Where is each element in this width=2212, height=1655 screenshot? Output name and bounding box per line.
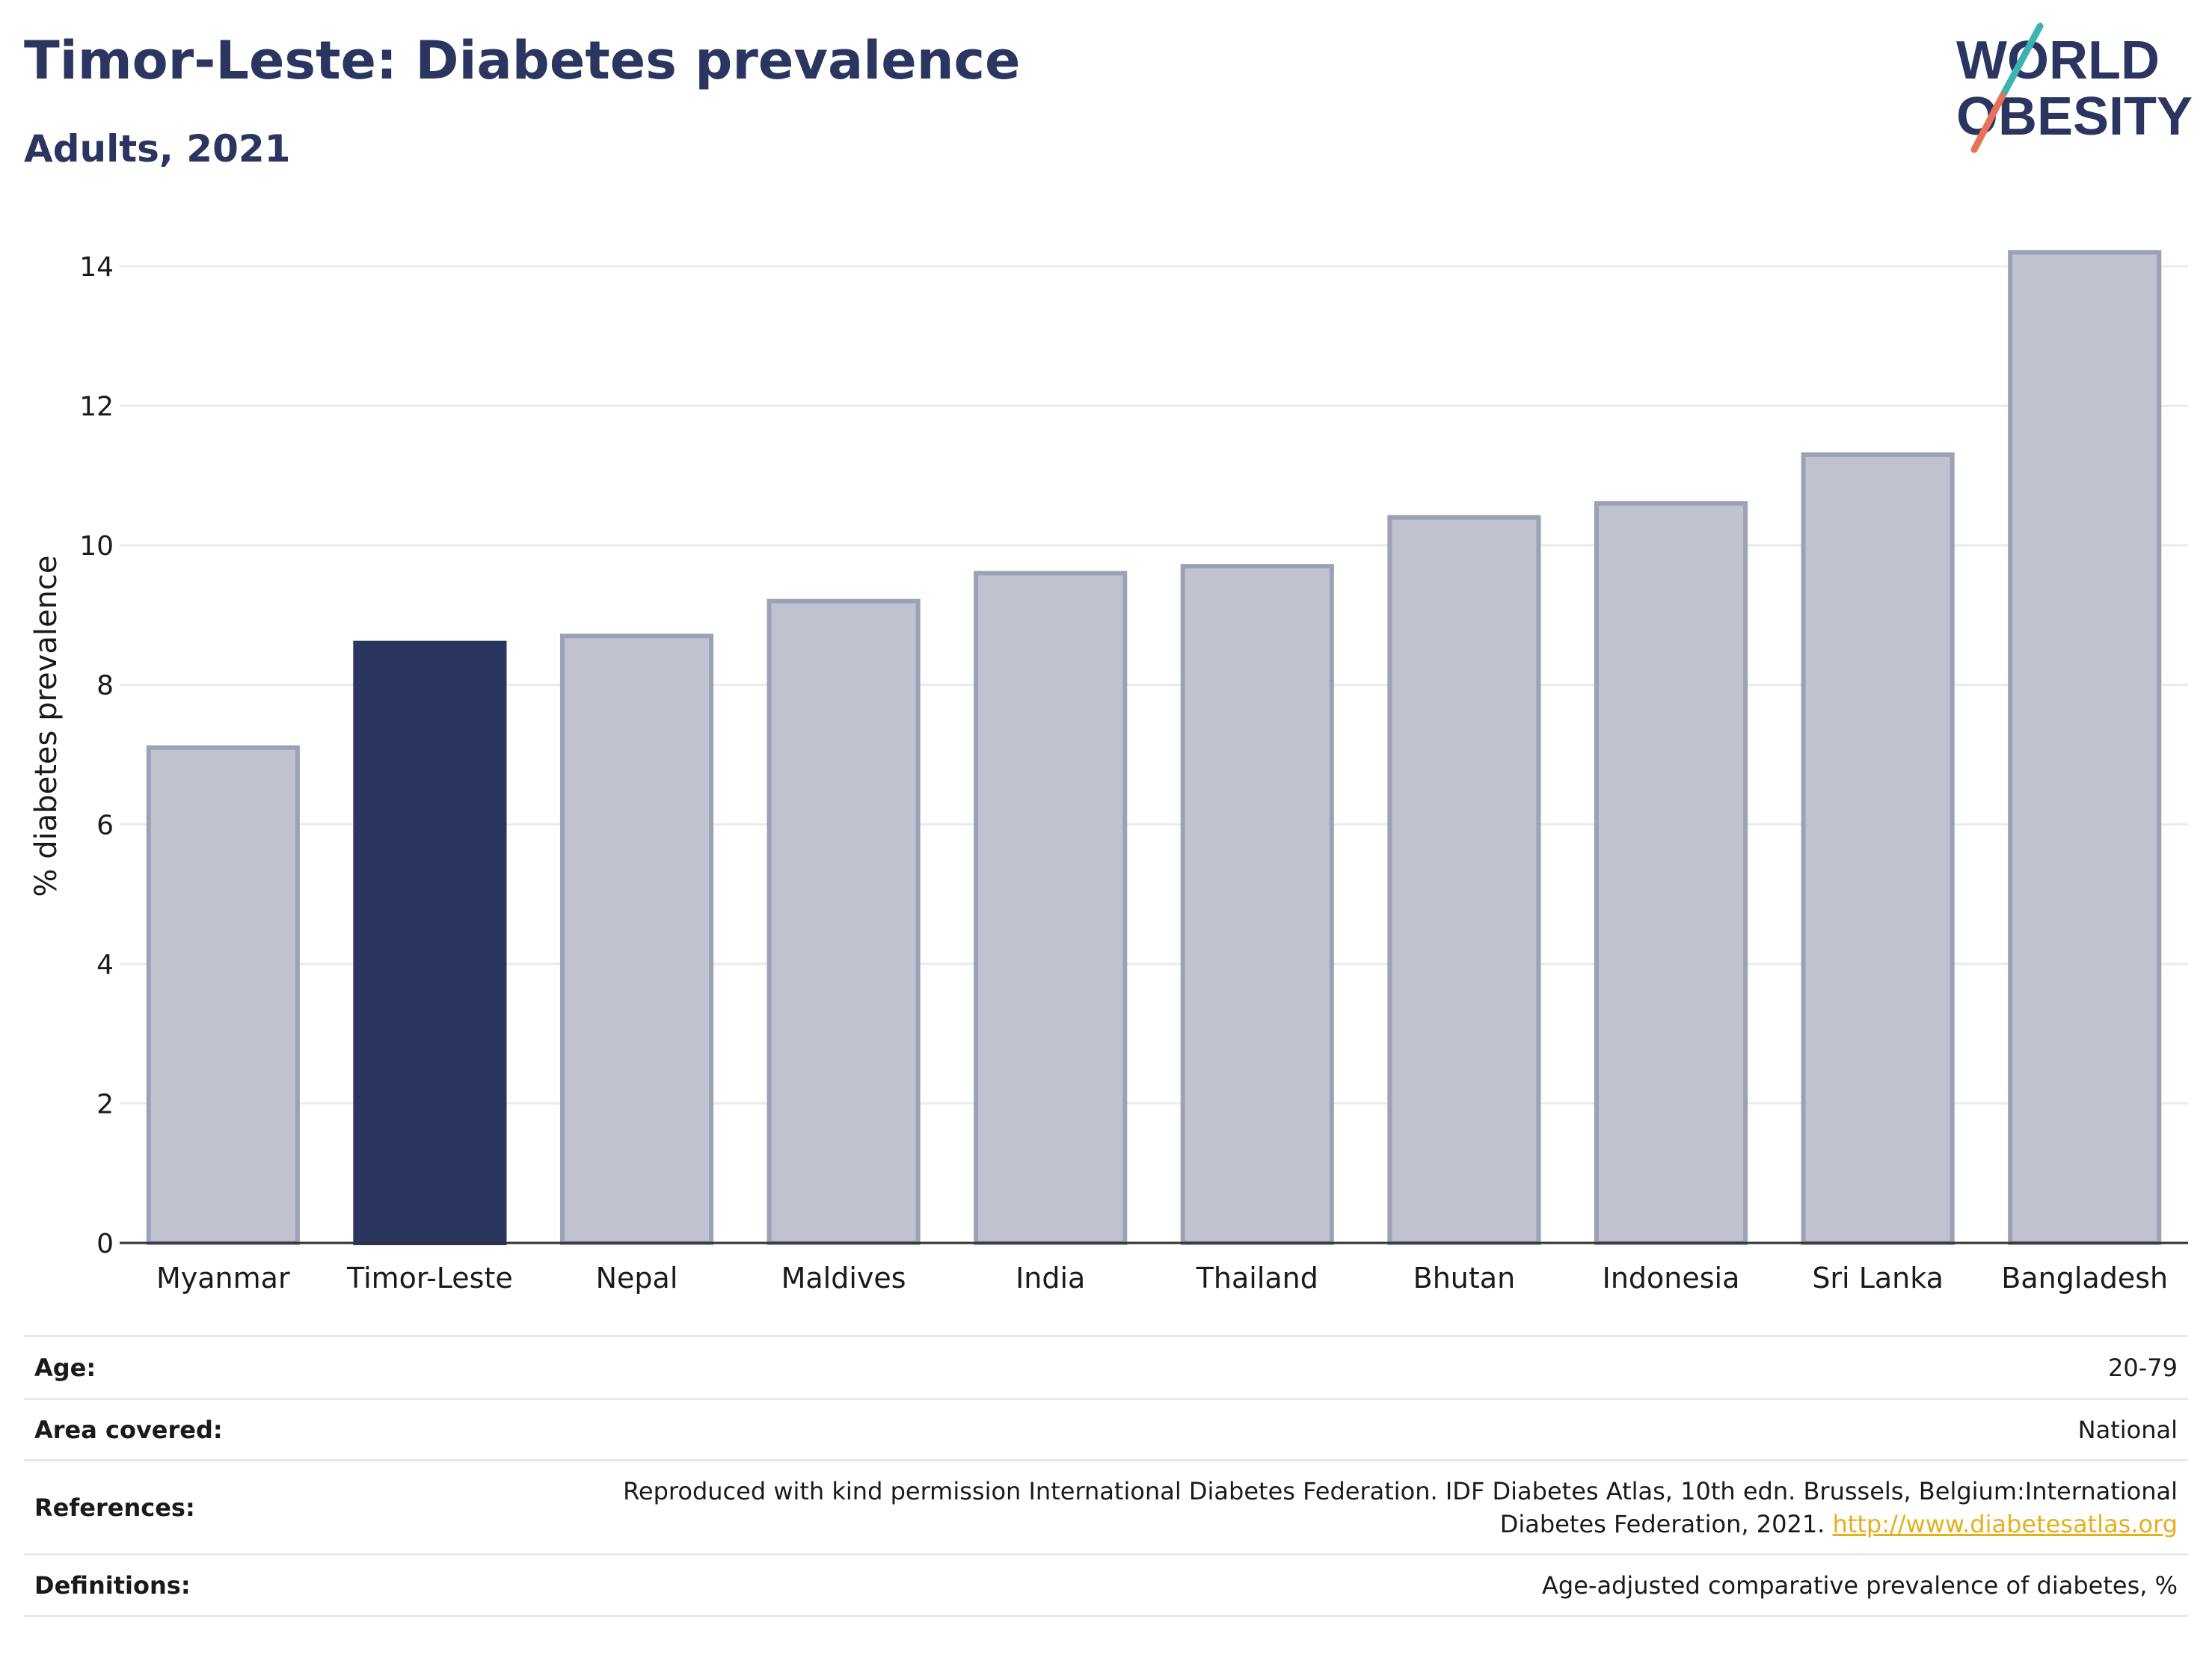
world-obesity-logo: WORLD OBESITY <box>1956 22 2193 153</box>
y-tick-label: 0 <box>96 1229 114 1259</box>
x-tick-label: Indonesia <box>1603 1262 1740 1295</box>
bar-sri-lanka <box>1801 452 1955 1245</box>
info-label: References: <box>24 1459 389 1555</box>
reference-link[interactable]: http://www.diabetesatlas.org <box>1832 1509 2178 1538</box>
x-tick-label: Bhutan <box>1413 1262 1516 1295</box>
bar-myanmar <box>146 745 300 1245</box>
info-label: Area covered: <box>24 1398 389 1461</box>
y-tick-label: 14 <box>79 252 114 283</box>
x-tick-label: India <box>1016 1262 1085 1295</box>
logo-slash-teal <box>1999 22 2044 99</box>
y-tick-labels: 0 2 4 6 8 10 12 14 <box>79 252 114 1259</box>
bar-bhutan <box>1387 515 1541 1245</box>
x-tick-label: Myanmar <box>156 1262 290 1295</box>
chart-title: Timor-Leste: Diabetes prevalence <box>24 30 1021 91</box>
info-value: National <box>389 1398 2188 1461</box>
reference-text-line2: Diabetes Federation, 2021. <box>1499 1509 1833 1538</box>
info-value: 20-79 <box>389 1335 2188 1399</box>
x-tick-label: Sri Lanka <box>1812 1262 1944 1295</box>
y-tick-label: 2 <box>96 1089 114 1120</box>
x-tick-labels: Myanmar Timor-Leste Nepal Maldives India Thai… <box>156 1262 2168 1295</box>
bar-bangladesh <box>2008 250 2162 1245</box>
bars <box>146 250 2162 1245</box>
y-tick-label: 8 <box>96 671 114 701</box>
logo-line2: OBESITY <box>1956 87 2193 147</box>
y-tick-label: 6 <box>96 810 114 841</box>
y-axis-label: % diabetes prevalence <box>29 555 64 897</box>
metadata-table: Age: 20-79 Area covered: National Refere… <box>24 1335 2188 1617</box>
bar-chart: 0 2 4 6 8 10 12 14 Myanmar Timor-Leste Nepal Maldi… <box>29 250 2188 1295</box>
x-tick-label: Timor-Leste <box>346 1262 513 1295</box>
bar-timor-leste <box>353 640 507 1245</box>
x-tick-label: Nepal <box>596 1262 678 1295</box>
bar-indonesia <box>1594 501 1748 1245</box>
bar-nepal <box>559 633 714 1245</box>
info-row-area: Area covered: National <box>24 1398 2188 1461</box>
y-tick-label: 10 <box>79 531 114 562</box>
y-tick-label: 12 <box>79 392 114 423</box>
info-row-references: References: Reproduced with kind permiss… <box>24 1459 2188 1555</box>
y-tick-label: 4 <box>96 950 114 980</box>
info-label: Age: <box>24 1335 389 1399</box>
bar-maldives <box>766 598 921 1245</box>
logo-line1: WORLD <box>1956 31 2160 90</box>
x-tick-label: Maldives <box>781 1262 906 1295</box>
info-row-definitions: Definitions: Age-adjusted comparative pr… <box>24 1553 2188 1617</box>
info-label: Definitions: <box>24 1553 389 1617</box>
reference-text-line1: Reproduced with kind permission Internat… <box>623 1476 2178 1505</box>
x-tick-label: Bangladesh <box>2001 1262 2168 1295</box>
x-tick-label: Thailand <box>1196 1262 1318 1295</box>
info-row-age: Age: 20-79 <box>24 1335 2188 1399</box>
info-value: Age-adjusted comparative prevalence of d… <box>389 1553 2188 1617</box>
logo-slash-coral <box>1970 92 2006 153</box>
bar-india <box>974 571 1128 1245</box>
bar-thailand <box>1180 564 1334 1245</box>
info-value: Reproduced with kind permission Internat… <box>389 1459 2188 1555</box>
chart-subtitle: Adults, 2021 <box>24 127 291 171</box>
